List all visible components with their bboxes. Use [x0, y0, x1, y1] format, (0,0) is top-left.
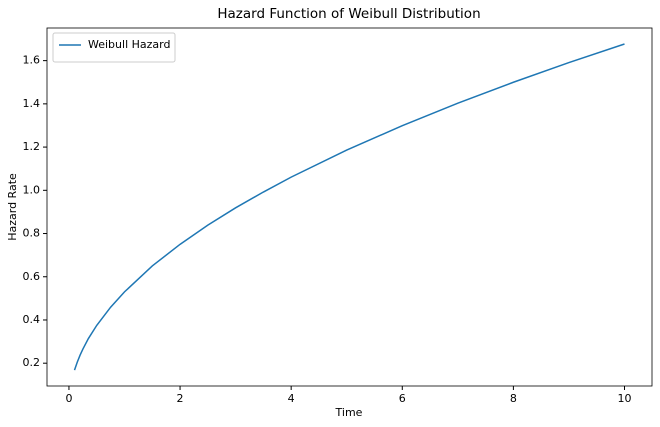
- y-tick-label: 0.6: [23, 270, 41, 283]
- y-tick-label: 0.8: [23, 227, 41, 240]
- y-tick-label: 0.2: [23, 356, 41, 369]
- y-axis-label: Hazard Rate: [6, 173, 19, 241]
- chart-title: Hazard Function of Weibull Distribution: [217, 6, 480, 22]
- y-tick-label: 1.0: [23, 183, 41, 196]
- x-tick-label: 6: [399, 392, 406, 405]
- x-tick-label: 4: [288, 392, 295, 405]
- legend-box: [52, 32, 176, 63]
- plot-frame: [46, 27, 653, 387]
- line-series: [73, 43, 625, 371]
- x-tick-label: 0: [65, 392, 72, 405]
- x-axis-label: Time: [335, 406, 363, 419]
- legend-label: Weibull Hazard: [88, 38, 170, 51]
- x-tick-label: 2: [177, 392, 184, 405]
- y-tick-label: 1.2: [23, 140, 41, 153]
- y-tick-label: 1.4: [23, 97, 41, 110]
- y-tick-label: 1.6: [23, 54, 41, 67]
- x-tick-label: 8: [510, 392, 517, 405]
- x-tick-label: 10: [618, 392, 632, 405]
- y-tick-label: 0.4: [23, 313, 41, 326]
